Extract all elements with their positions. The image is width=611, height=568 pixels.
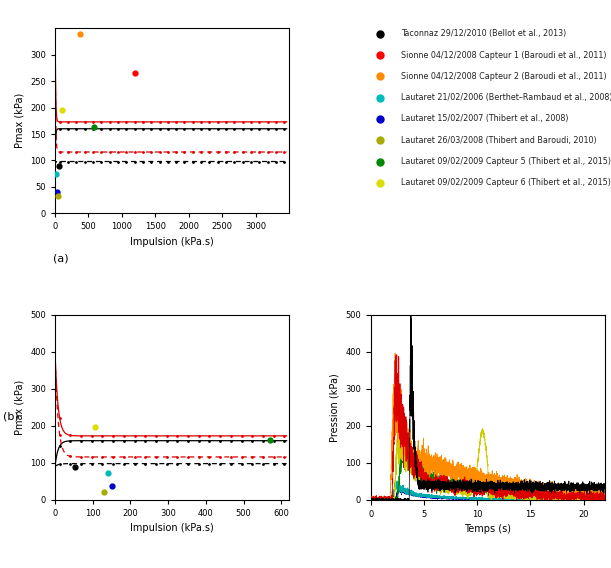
X-axis label: Impulsion (kPa.s): Impulsion (kPa.s): [130, 237, 214, 247]
Text: (b): (b): [3, 412, 19, 422]
Text: Lautaret 21/02/2006 (Berthet–Rambaud et al., 2008): Lautaret 21/02/2006 (Berthet–Rambaud et …: [401, 93, 611, 102]
Y-axis label: Pmax (kPa): Pmax (kPa): [15, 93, 24, 148]
X-axis label: Temps (s): Temps (s): [464, 524, 511, 534]
Y-axis label: Pression (kPa): Pression (kPa): [330, 373, 340, 442]
Text: (a): (a): [53, 254, 68, 264]
Text: Taconnaz 29/12/2010 (Bellot et al., 2013): Taconnaz 29/12/2010 (Bellot et al., 2013…: [401, 30, 566, 39]
Text: Lautaret 09/02/2009 Capteur 6 (Thibert et al., 2015): Lautaret 09/02/2009 Capteur 6 (Thibert e…: [401, 178, 611, 187]
Text: Sionne 04/12/2008 Capteur 2 (Baroudi et al., 2011): Sionne 04/12/2008 Capteur 2 (Baroudi et …: [401, 72, 607, 81]
Text: Lautaret 09/02/2009 Capteur 5 (Thibert et al., 2015): Lautaret 09/02/2009 Capteur 5 (Thibert e…: [401, 157, 611, 166]
Text: Lautaret 26/03/2008 (Thibert and Baroudi, 2010): Lautaret 26/03/2008 (Thibert and Baroudi…: [401, 136, 597, 145]
Text: Sionne 04/12/2008 Capteur 1 (Baroudi et al., 2011): Sionne 04/12/2008 Capteur 1 (Baroudi et …: [401, 51, 607, 60]
Text: Lautaret 15/02/2007 (Thibert et al., 2008): Lautaret 15/02/2007 (Thibert et al., 200…: [401, 115, 569, 123]
Y-axis label: Pmax (kPa): Pmax (kPa): [15, 380, 24, 435]
X-axis label: Impulsion (kPa.s): Impulsion (kPa.s): [130, 524, 214, 533]
